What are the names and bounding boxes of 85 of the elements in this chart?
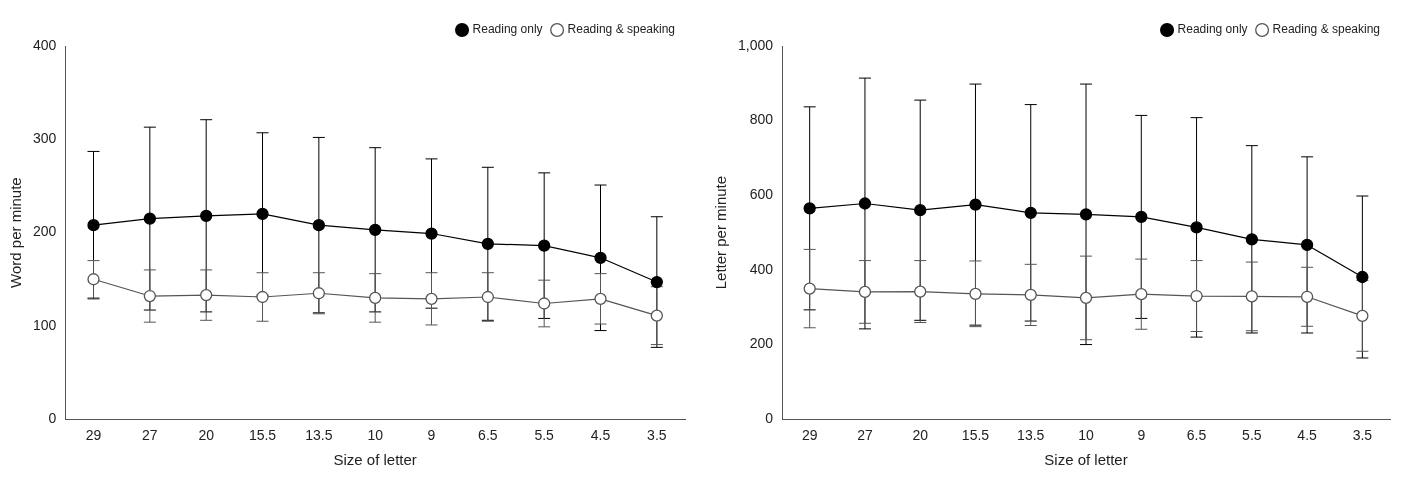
x-tick-label: 20 — [198, 427, 215, 444]
point — [538, 297, 551, 310]
point — [803, 282, 816, 295]
legend-label: Reading & speaking — [1272, 22, 1381, 37]
point — [1356, 270, 1369, 284]
x-tick-label: 6.5 — [1186, 427, 1207, 444]
x-tick-label: 4.5 — [590, 427, 611, 444]
x-axis-title: Size of letter — [1044, 451, 1128, 469]
legend-label: Reading & speaking — [567, 22, 676, 37]
y-tick-label: 1,000 — [737, 36, 774, 53]
y-tick-label: 100 — [33, 316, 57, 333]
x-tick-label: 10 — [1078, 427, 1095, 444]
x-tick-label: 9 — [427, 427, 436, 444]
point — [594, 251, 607, 264]
point — [650, 275, 663, 289]
point — [200, 209, 213, 222]
point — [1024, 288, 1037, 302]
point — [1024, 206, 1037, 219]
y-tick-label: 200 — [749, 335, 774, 352]
x-tick-label: 27 — [857, 427, 873, 444]
point — [594, 292, 607, 305]
point — [369, 291, 382, 305]
point — [425, 227, 438, 240]
point — [1245, 233, 1258, 246]
point — [312, 218, 325, 232]
point — [1079, 291, 1093, 305]
y-tick-label: 300 — [33, 130, 57, 147]
x-tick-label: 15.5 — [961, 427, 990, 444]
x-tick-label: 15.5 — [248, 427, 277, 444]
y-axis-title: Word per minute — [7, 177, 25, 288]
point — [969, 198, 982, 211]
x-tick-label: 5.5 — [1242, 427, 1262, 444]
point — [481, 237, 494, 250]
legend-label: Reading only — [472, 22, 543, 37]
y-tick-label: 800 — [749, 111, 774, 128]
y-tick-label: 400 — [749, 260, 774, 277]
point — [143, 212, 156, 225]
point — [1190, 289, 1203, 303]
point — [1079, 208, 1093, 221]
x-tick-label: 5.5 — [534, 427, 555, 444]
point — [200, 288, 213, 302]
point — [1135, 210, 1148, 224]
x-tick-label: 13.5 — [305, 427, 333, 444]
point — [1135, 288, 1148, 301]
point — [803, 202, 816, 215]
point — [1245, 290, 1258, 303]
point — [87, 273, 100, 286]
point — [143, 289, 156, 303]
point — [858, 285, 872, 299]
point — [425, 292, 438, 305]
x-tick-label: 3.5 — [1352, 427, 1373, 444]
x-tick-label: 9 — [1137, 427, 1146, 444]
x-tick-label: 3.5 — [647, 427, 667, 444]
x-tick-label: 20 — [912, 427, 929, 444]
y-tick-label: 600 — [749, 186, 774, 203]
point — [914, 204, 927, 217]
y-tick-label: 200 — [33, 223, 57, 240]
point — [1300, 290, 1314, 303]
point — [369, 223, 382, 236]
point — [650, 309, 663, 322]
legend-label: Reading only — [1177, 22, 1248, 37]
point — [969, 287, 982, 300]
point — [481, 290, 494, 304]
y-tick-label: 0 — [765, 410, 774, 427]
x-axis-title: Size of letter — [333, 451, 417, 469]
x-tick-label: 10 — [367, 427, 384, 444]
point — [858, 197, 872, 210]
x-tick-label: 29 — [801, 427, 818, 444]
x-tick-label: 6.5 — [478, 427, 498, 444]
point — [87, 218, 100, 232]
x-tick-label: 29 — [85, 427, 102, 444]
point — [1190, 221, 1203, 234]
point — [538, 239, 551, 252]
point — [1300, 238, 1314, 252]
x-tick-label: 27 — [142, 427, 158, 444]
point — [1356, 309, 1369, 322]
point — [256, 290, 269, 304]
y-tick-label: 0 — [48, 410, 57, 427]
point — [914, 285, 927, 298]
x-tick-label: 4.5 — [1297, 427, 1318, 444]
y-axis-title: Letter per minute — [712, 175, 730, 290]
y-tick-label: 400 — [33, 36, 57, 53]
point — [312, 287, 325, 300]
point — [256, 207, 269, 221]
x-tick-label: 13.5 — [1017, 427, 1045, 444]
